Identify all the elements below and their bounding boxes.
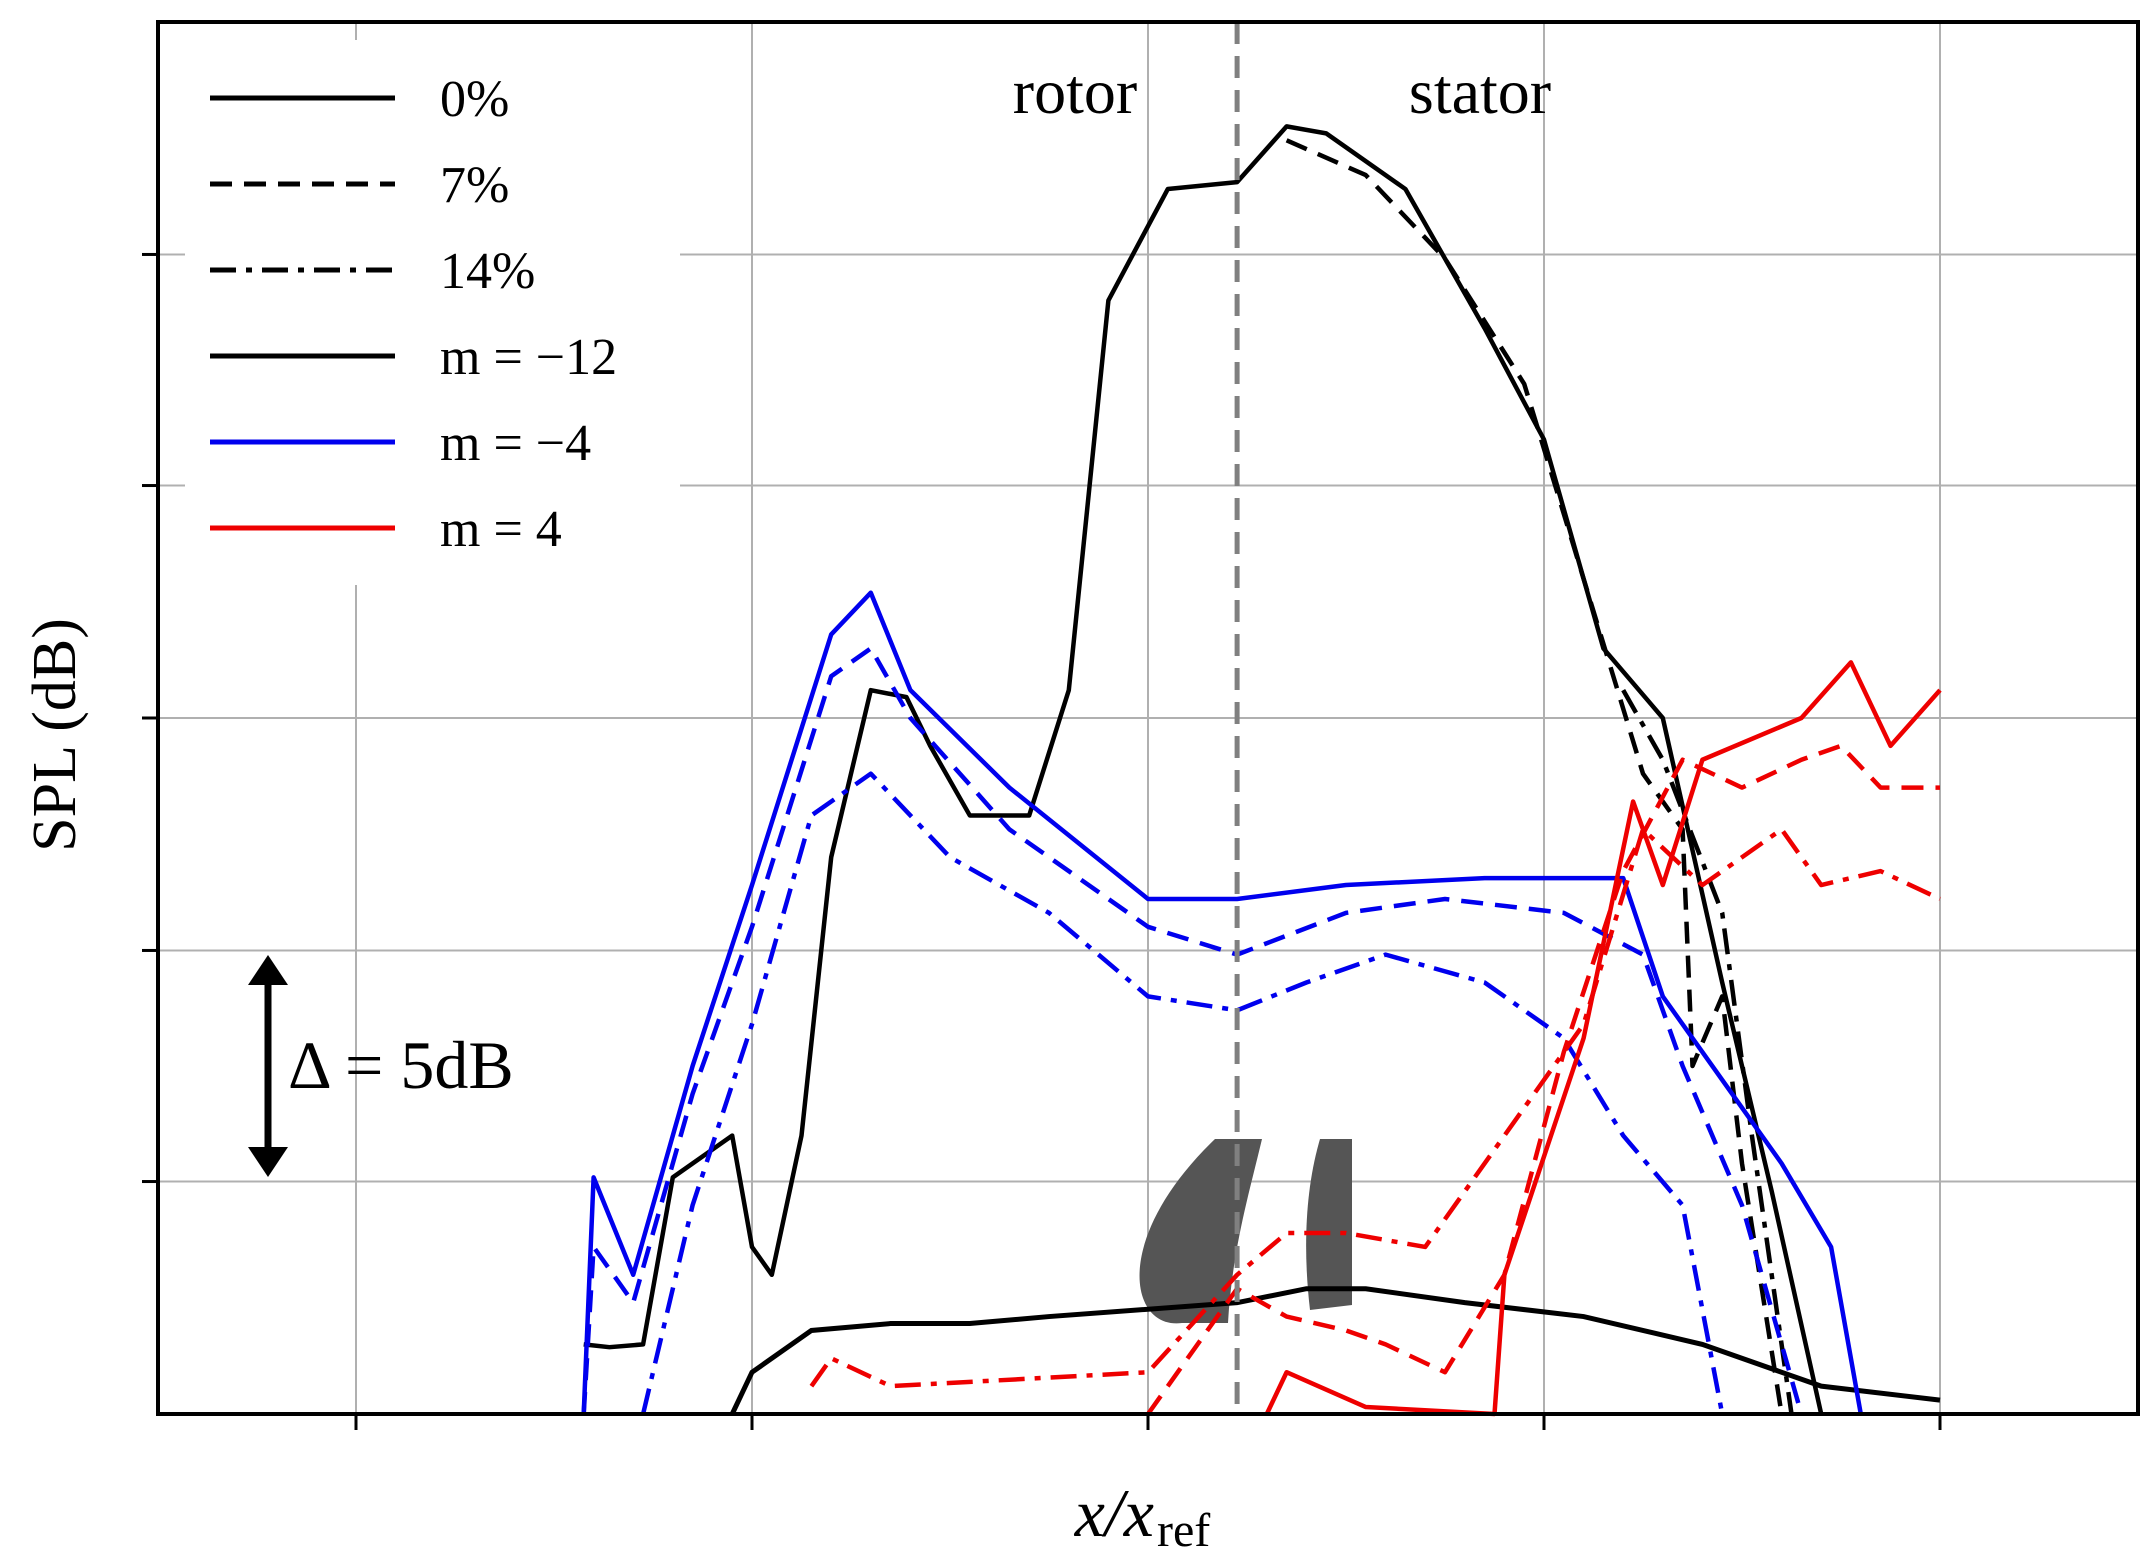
series-line-1 <box>1285 138 1784 1415</box>
series-line-5 <box>640 771 1725 1415</box>
legend: 0% 7% 14% m = −12 m = −4 m = 4 <box>185 40 680 585</box>
delta-label: Δ = 5dB <box>288 1027 514 1103</box>
series-line-3 <box>581 590 1864 1415</box>
series-line-8 <box>809 827 1941 1389</box>
stator-blade <box>1306 1139 1352 1310</box>
series-line-7 <box>1146 743 1940 1416</box>
legend-label-0: 0% <box>440 71 509 128</box>
rotor-label: rotor <box>1013 56 1137 127</box>
legend-label-2: 14% <box>440 243 535 300</box>
ticks <box>142 252 1942 1430</box>
x-axis-label: x/x <box>1074 1475 1154 1551</box>
rotor-blade <box>1139 1139 1262 1324</box>
series-line-4 <box>581 646 1804 1415</box>
series-line-6 <box>1264 660 1942 1417</box>
delta-arrow-up-icon <box>248 955 288 985</box>
grid <box>158 22 2138 1414</box>
legend-label-3: m = −12 <box>440 329 617 386</box>
delta-arrow-down-icon <box>248 1147 288 1177</box>
legend-label-4: m = −4 <box>440 415 591 472</box>
stator-label: stator <box>1409 56 1551 127</box>
legend-label-1: 7% <box>440 157 509 214</box>
geometry-outline <box>729 1286 1941 1416</box>
delta-scale-indicator: Δ = 5dB <box>248 955 514 1177</box>
series-group <box>581 124 1942 1417</box>
legend-box <box>185 40 680 585</box>
blade-silhouettes <box>1139 1139 1352 1324</box>
legend-label-5: m = 4 <box>440 501 562 558</box>
series-line-2 <box>1621 689 1794 1415</box>
geometry-outline-line <box>729 1286 1941 1416</box>
x-axis-label-subscript: ref <box>1157 1504 1210 1556</box>
y-axis-label: SPL (dB) <box>21 618 89 852</box>
